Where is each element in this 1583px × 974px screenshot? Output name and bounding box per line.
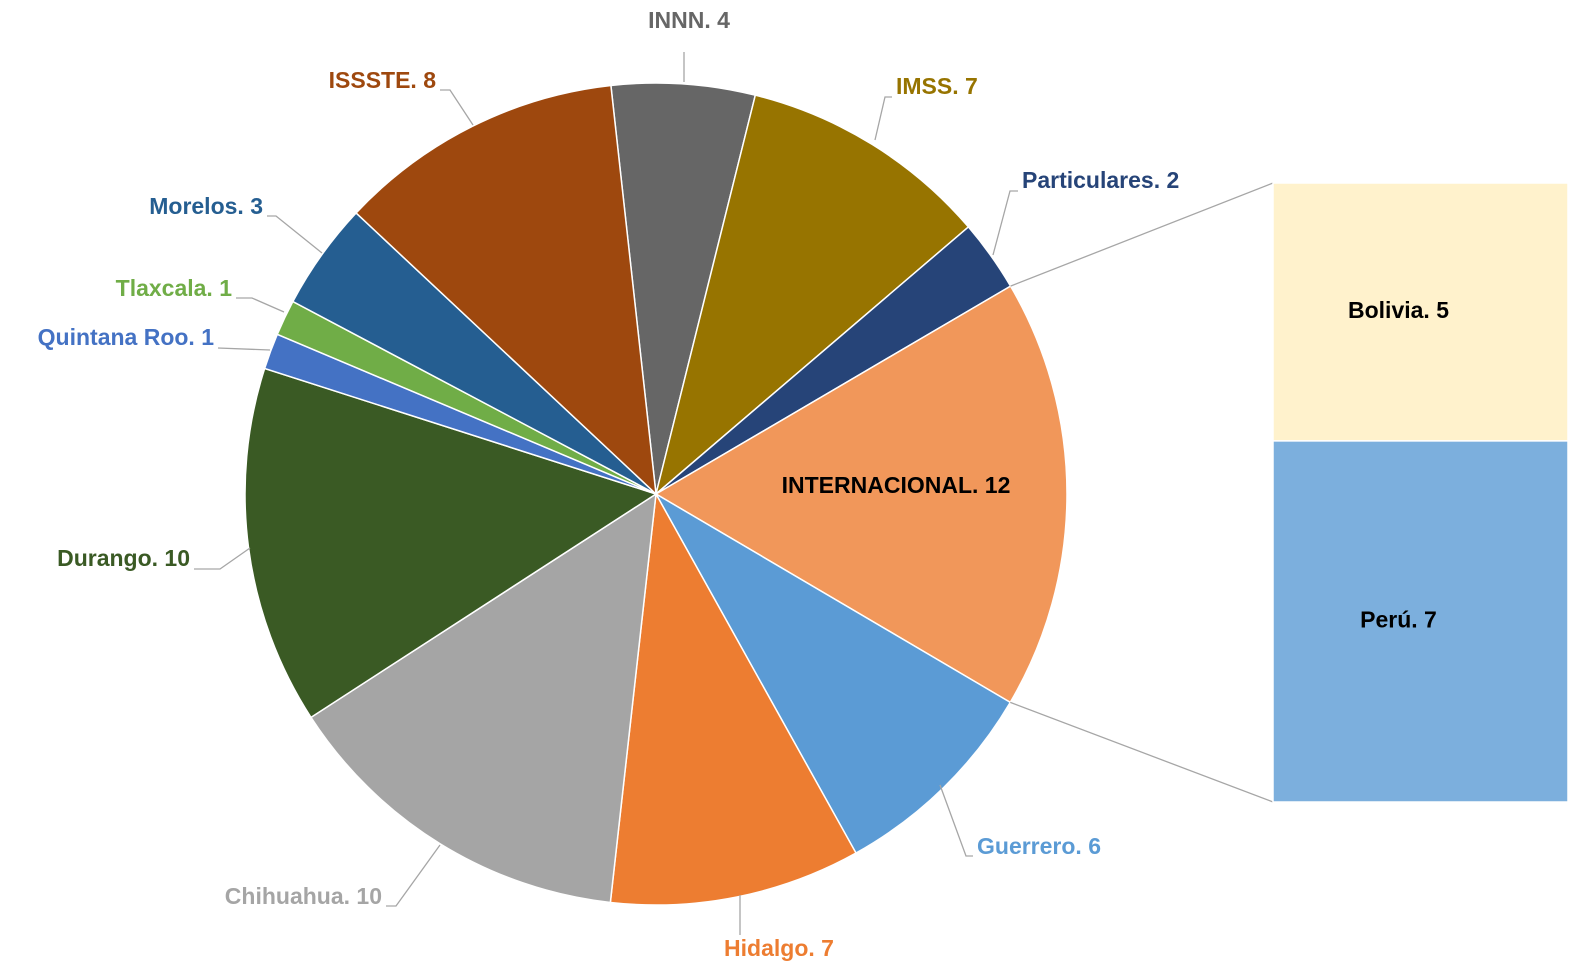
- pie-slice: [654, 285, 1068, 704]
- pie-slice: [244, 367, 658, 719]
- slice-label: Quintana Roo. 1: [38, 324, 215, 350]
- slice-label: ISSSTE. 8: [329, 67, 437, 93]
- slice-label: Chihuahua. 10: [225, 883, 382, 909]
- bar-segment: [1272, 440, 1569, 803]
- connector-line: [1010, 182, 1274, 287]
- bar-label: Perú. 7: [1360, 607, 1437, 633]
- slice-label: Morelos. 3: [149, 193, 263, 219]
- leader-line: [874, 96, 892, 141]
- leader-line: [236, 297, 285, 313]
- slice-label: INNN. 4: [648, 7, 730, 33]
- slice-label: Hidalgo. 7: [724, 935, 834, 961]
- leader-line: [939, 784, 973, 857]
- leader-line: [267, 215, 323, 254]
- slice-label: Durango. 10: [57, 545, 190, 571]
- pie-slice: [609, 491, 858, 906]
- slice-label: IMSS. 7: [896, 73, 978, 99]
- bar-segment: [1272, 182, 1569, 442]
- pie-slice: [610, 82, 757, 495]
- leader-line: [194, 547, 251, 570]
- slice-label: INTERNACIONAL. 12: [782, 472, 1011, 498]
- leader-line: [217, 347, 271, 351]
- pie-slice: [355, 84, 657, 496]
- slice-label: Particulares. 2: [1022, 167, 1179, 193]
- leader-line: [440, 89, 474, 126]
- pie-slice: [654, 94, 970, 497]
- slice-label: Tlaxcala. 1: [116, 275, 233, 301]
- connector-line: [1010, 701, 1274, 803]
- slice-label: Guerrero. 6: [977, 833, 1101, 859]
- leader-line: [992, 190, 1018, 256]
- bar-label: Bolivia. 5: [1348, 297, 1449, 323]
- leader-line: [386, 844, 441, 907]
- pie-slice: [309, 492, 657, 904]
- pie-slice: [654, 491, 1012, 855]
